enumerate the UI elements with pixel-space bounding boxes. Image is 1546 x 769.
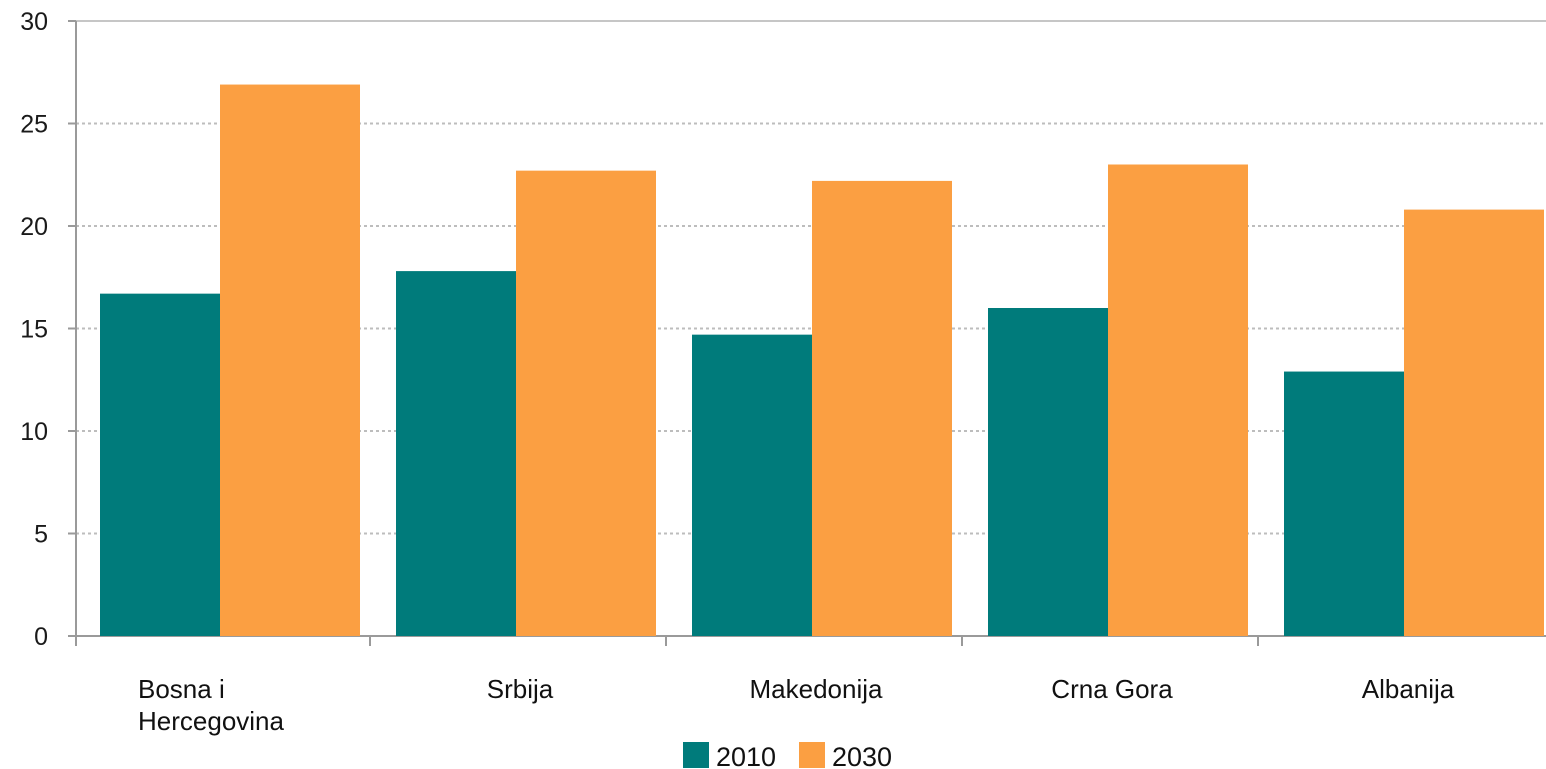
y-tick-label: 10 xyxy=(20,418,48,446)
legend-label: 2030 xyxy=(832,742,892,769)
legend-swatch-2010 xyxy=(683,742,709,768)
bar-2010 xyxy=(396,271,516,636)
bar-2030 xyxy=(516,170,656,636)
bar-2010 xyxy=(100,293,220,636)
legend-label: 2010 xyxy=(716,742,776,769)
x-category-label: Srbija xyxy=(487,674,554,704)
bar-2010 xyxy=(1284,371,1404,636)
y-tick-label: 15 xyxy=(20,316,48,344)
bars xyxy=(100,84,1544,637)
x-category-label: Bosna i Hercegovina xyxy=(138,674,285,736)
y-tick-label: 5 xyxy=(34,521,48,549)
legend-swatch-2030 xyxy=(799,742,825,768)
y-tick-label: 0 xyxy=(34,623,48,651)
bar-2030 xyxy=(1404,209,1544,636)
bar-2010 xyxy=(692,334,812,636)
x-category-label: Makedonija xyxy=(750,674,884,704)
bar-2030 xyxy=(812,180,952,636)
y-tick-label: 25 xyxy=(20,111,48,139)
axis-labels: 0 5 10 15 20 25 30 Bosna i Hercegovina Srbija Make… xyxy=(20,8,1455,736)
x-category-label: Crna Gora xyxy=(1051,674,1173,704)
bar-2010 xyxy=(988,308,1108,636)
bar-2030 xyxy=(1108,164,1248,636)
x-category-label: Albanija xyxy=(1362,674,1455,704)
y-tick-label: 20 xyxy=(20,213,48,241)
bar-2030 xyxy=(220,84,360,637)
legend: 2010 2030 xyxy=(683,742,892,769)
y-tick-label: 30 xyxy=(20,8,48,36)
